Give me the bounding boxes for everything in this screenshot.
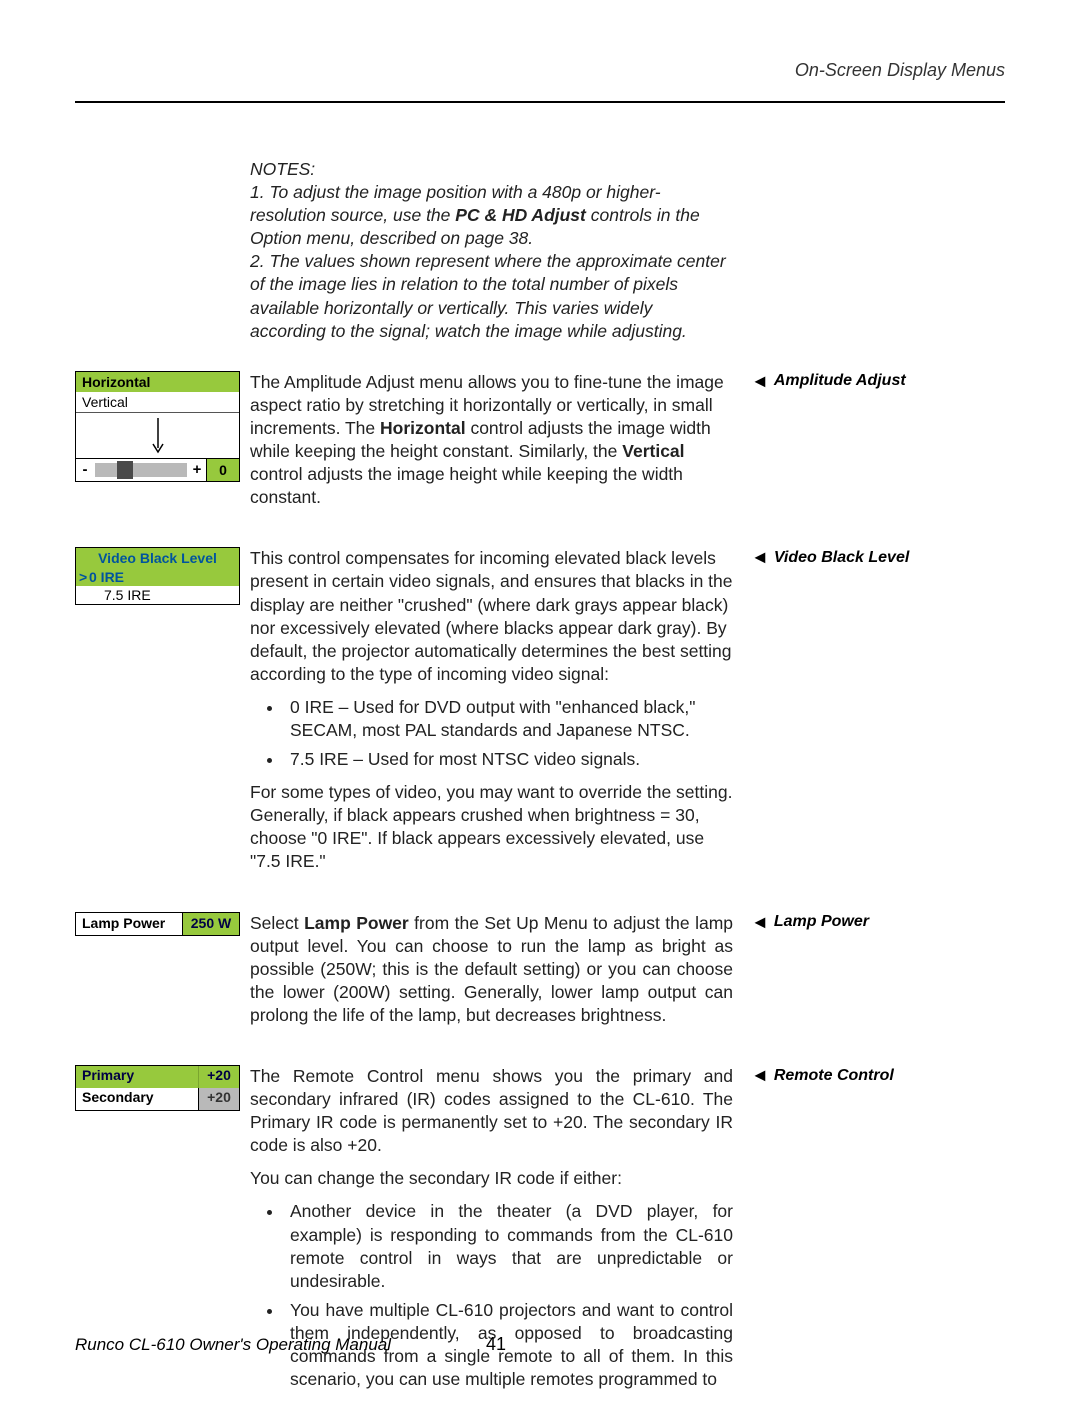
vbl-opt-75ire: 7.5 IRE: [76, 586, 239, 604]
list-item: Another device in the theater (a DVD pla…: [284, 1200, 733, 1292]
vbl-opt-0ire: 0 IRE: [76, 568, 239, 586]
page-footer: Runco CL-610 Owner's Operating Manual 41: [75, 1334, 1005, 1355]
footer-text: Runco CL-610 Owner's Operating Manual: [75, 1335, 391, 1355]
lamp-section: Lamp Power 250 W Select Lamp Power from …: [75, 912, 1005, 1037]
notes-title: NOTES:: [250, 159, 315, 179]
page-number: 41: [486, 1334, 506, 1355]
notes-text: NOTES: 1. To adjust the image position w…: [250, 158, 733, 343]
arrow-down-icon: [76, 413, 239, 458]
vbl-widget-title: Video Black Level: [76, 548, 239, 568]
notes-section: NOTES: 1. To adjust the image position w…: [75, 158, 1005, 343]
rc-primary-row: Primary +20: [76, 1066, 239, 1088]
amplitude-side-label: ◄Amplitude Adjust: [751, 371, 906, 392]
lamp-widget-value: 250 W: [182, 913, 239, 935]
lamp-widget: Lamp Power 250 W: [75, 912, 240, 936]
amplitude-slider: - + 0: [76, 458, 239, 481]
amplitude-horizontal-row: Horizontal: [76, 372, 239, 392]
amplitude-text: The Amplitude Adjust menu allows you to …: [250, 371, 733, 520]
vbl-text: This control compensates for incoming el…: [250, 547, 733, 883]
arrow-left-icon: ◄: [751, 371, 769, 392]
amplitude-widget: Horizontal Vertical - + 0: [75, 371, 240, 482]
page: On-Screen Display Menus NOTES: 1. To adj…: [0, 0, 1080, 1397]
rc-secondary-row: Secondary +20: [76, 1088, 239, 1110]
vbl-bullets: 0 IRE – Used for DVD output with "enhanc…: [250, 696, 733, 771]
amplitude-vertical-row: Vertical: [76, 392, 239, 413]
rc-side-label: ◄Remote Control: [751, 1065, 894, 1086]
arrow-left-icon: ◄: [751, 547, 769, 568]
amplitude-section: Horizontal Vertical - + 0 The Amplitude …: [75, 371, 1005, 520]
arrow-left-icon: ◄: [751, 1065, 769, 1086]
list-item: 0 IRE – Used for DVD output with "enhanc…: [284, 696, 733, 742]
header-rule: [75, 101, 1005, 103]
vbl-section: Video Black Level 0 IRE 7.5 IRE This con…: [75, 547, 1005, 883]
lamp-side-label: ◄Lamp Power: [751, 912, 869, 933]
rc-bullets: Another device in the theater (a DVD pla…: [250, 1200, 733, 1391]
slider-value: 0: [206, 459, 239, 481]
slider-minus: -: [76, 461, 94, 478]
slider-plus: +: [188, 461, 206, 478]
lamp-text: Select Lamp Power from the Set Up Menu t…: [250, 912, 733, 1037]
vbl-widget: Video Black Level 0 IRE 7.5 IRE: [75, 547, 240, 605]
lamp-widget-label: Lamp Power: [76, 913, 182, 935]
vbl-side-label: ◄Video Black Level: [751, 547, 909, 568]
list-item: 7.5 IRE – Used for most NTSC video signa…: [284, 748, 733, 771]
slider-track: [95, 463, 187, 477]
arrow-left-icon: ◄: [751, 912, 769, 933]
section-header: On-Screen Display Menus: [75, 60, 1005, 81]
slider-thumb: [117, 461, 133, 479]
rc-widget: Primary +20 Secondary +20: [75, 1065, 240, 1111]
